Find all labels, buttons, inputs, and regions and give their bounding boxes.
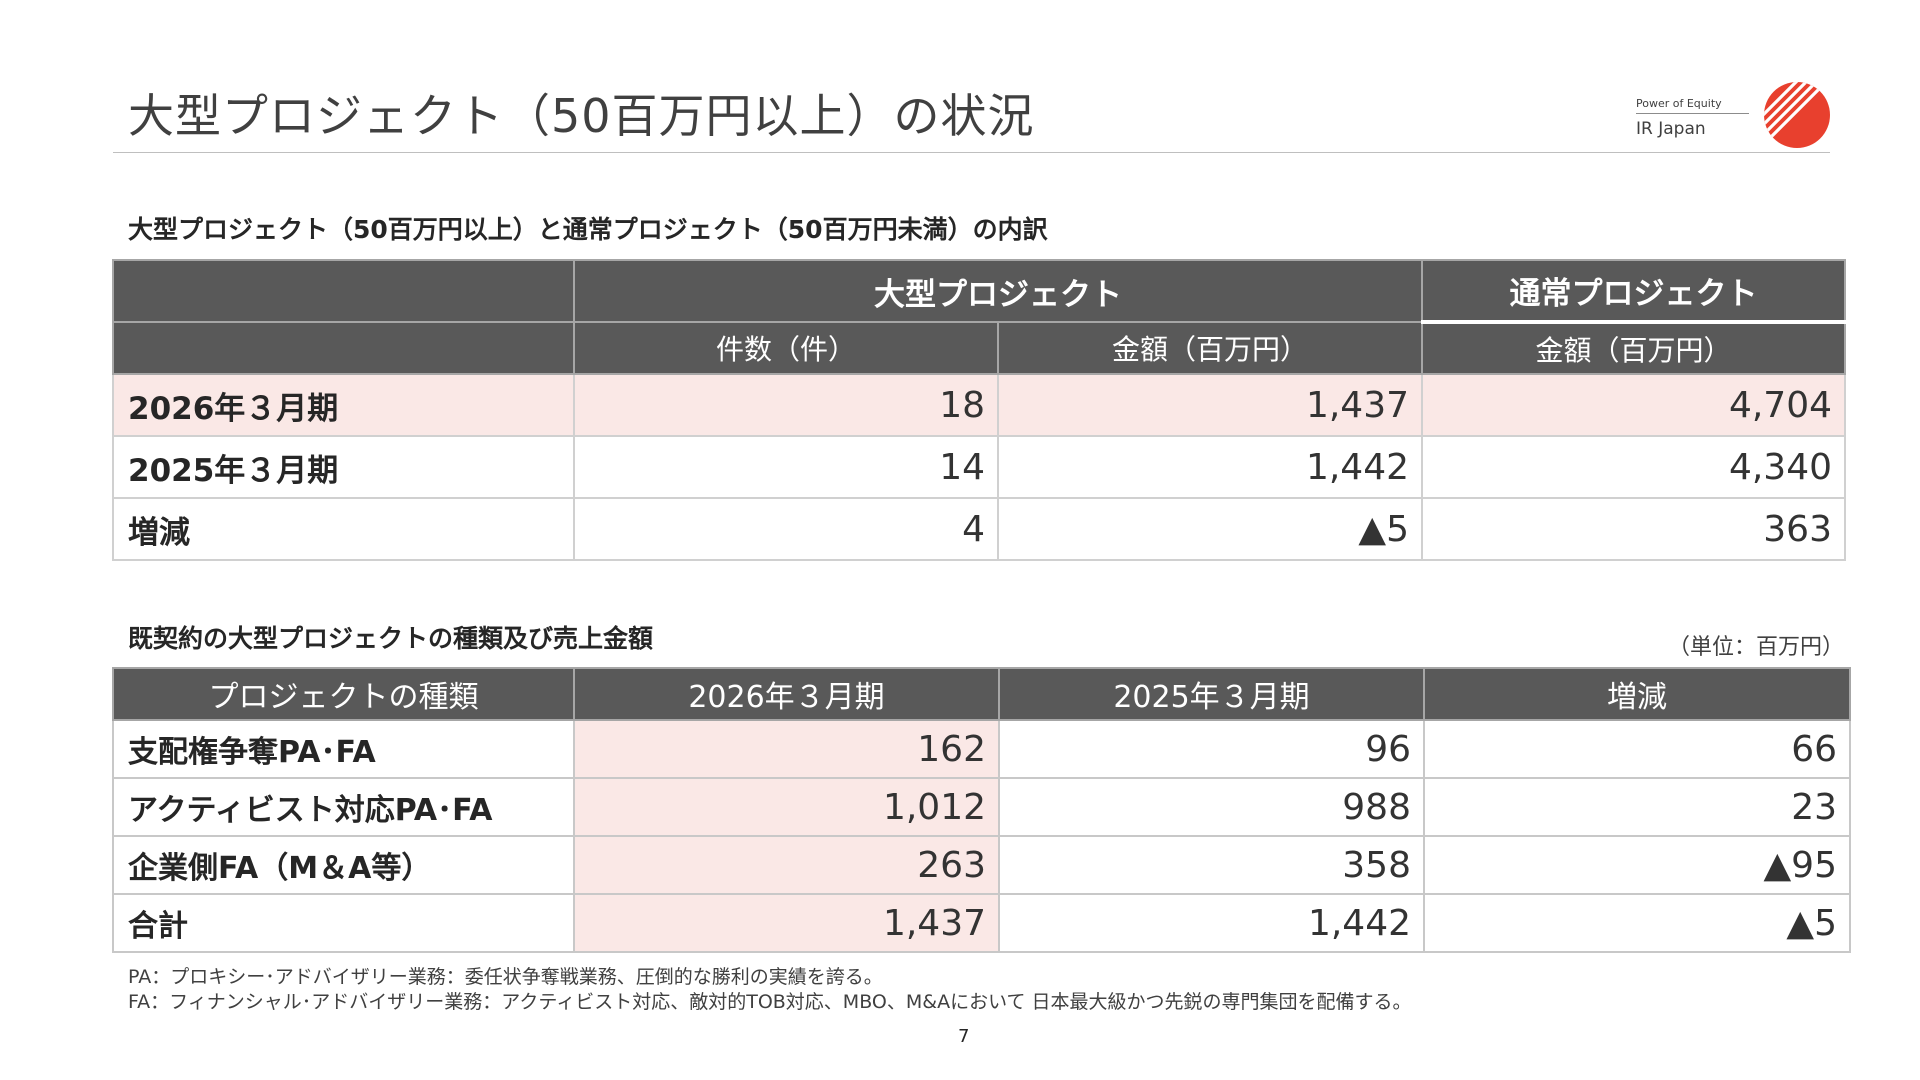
table-row: 企業側FA（M＆A等） 263 358 ▲95 [112,835,1851,895]
header-fy2026: 2026年３月期 [573,667,1000,721]
fy2026-cell: 1,437 [573,893,1000,953]
change-cell: ▲5 [1423,893,1851,953]
section1-title: 大型プロジェクト（50百万円以上）と通常プロジェクト（50百万円未満）の内訳 [128,215,1048,244]
table-row: 増減 4 ▲5 363 [112,497,1846,561]
change-cell: 23 [1423,777,1851,837]
row-label: 増減 [112,497,575,561]
table-row: 支配権争奪PA･FA 162 96 66 [112,719,1851,779]
fy2025-cell: 988 [998,777,1425,837]
company-logo: Power of Equity IR Japan [1636,80,1832,150]
count-cell: 18 [573,373,999,437]
fy2026-cell: 263 [573,835,1000,895]
header-change: 増減 [1423,667,1851,721]
footnote-fa: FA：フィナンシャル･アドバイザリー業務：アクティビスト対応、敵対的TOB対応、… [128,991,1412,1013]
table-row: 2026年３月期 18 1,437 4,704 [112,373,1846,437]
count-cell: 14 [573,435,999,499]
table-row: アクティビスト対応PA･FA 1,012 988 23 [112,777,1851,837]
change-cell: 66 [1423,719,1851,779]
amount-large-cell: 1,437 [997,373,1423,437]
table-row: 2025年３月期 14 1,442 4,340 [112,435,1846,499]
unit-note: （単位：百万円） [1668,635,1845,660]
amount-normal-cell: 4,704 [1421,373,1846,437]
project-breakdown-table: 大型プロジェクト 通常プロジェクト 件数（件） 金額（百万円） 金額（百万円） … [112,259,1846,561]
amount-large-cell: ▲5 [997,497,1423,561]
row-label: 支配権争奪PA･FA [112,719,575,779]
amount-normal-cell: 4,340 [1421,435,1846,499]
row-label: 2025年３月期 [112,435,575,499]
header-fy2025: 2025年３月期 [998,667,1425,721]
logo-divider [1636,113,1749,114]
fy2026-cell: 1,012 [573,777,1000,837]
header-blank-cell [112,259,575,323]
logo-tagline: Power of Equity [1636,97,1722,110]
page-number: 7 [958,1026,970,1047]
row-label: 2026年３月期 [112,373,575,437]
header-blank-cell [112,321,575,375]
fy2025-cell: 358 [998,835,1425,895]
amount-normal-cell: 363 [1421,497,1846,561]
header-amount-large: 金額（百万円） [997,321,1423,375]
row-label: アクティビスト対応PA･FA [112,777,575,837]
fy2025-cell: 96 [998,719,1425,779]
header-count: 件数（件） [573,321,999,375]
change-cell: ▲95 [1423,835,1851,895]
logo-mark-icon [1764,82,1830,148]
amount-large-cell: 1,442 [997,435,1423,499]
logo-name: IR Japan [1636,119,1706,139]
count-cell: 4 [573,497,999,561]
header-amount-normal: 金額（百万円） [1421,321,1846,375]
header-large-projects: 大型プロジェクト [573,259,1423,323]
page-title: 大型プロジェクト（50百万円以上）の状況 [128,89,1035,143]
header-project-type: プロジェクトの種類 [112,667,575,721]
row-label: 企業側FA（M＆A等） [112,835,575,895]
row-label: 合計 [112,893,575,953]
table-row: 合計 1,437 1,442 ▲5 [112,893,1851,953]
header-normal-projects: 通常プロジェクト [1421,259,1846,324]
section2-title: 既契約の大型プロジェクトの種類及び売上金額 [128,624,654,653]
title-divider [113,152,1830,153]
project-types-table: プロジェクトの種類 2026年３月期 2025年３月期 増減 支配権争奪PA･F… [112,667,1851,953]
fy2026-cell: 162 [573,719,1000,779]
footnote-pa: PA：プロキシー･アドバイザリー業務：委任状争奪戦業務、圧倒的な勝利の実績を誇る… [128,966,883,988]
fy2025-cell: 1,442 [998,893,1425,953]
